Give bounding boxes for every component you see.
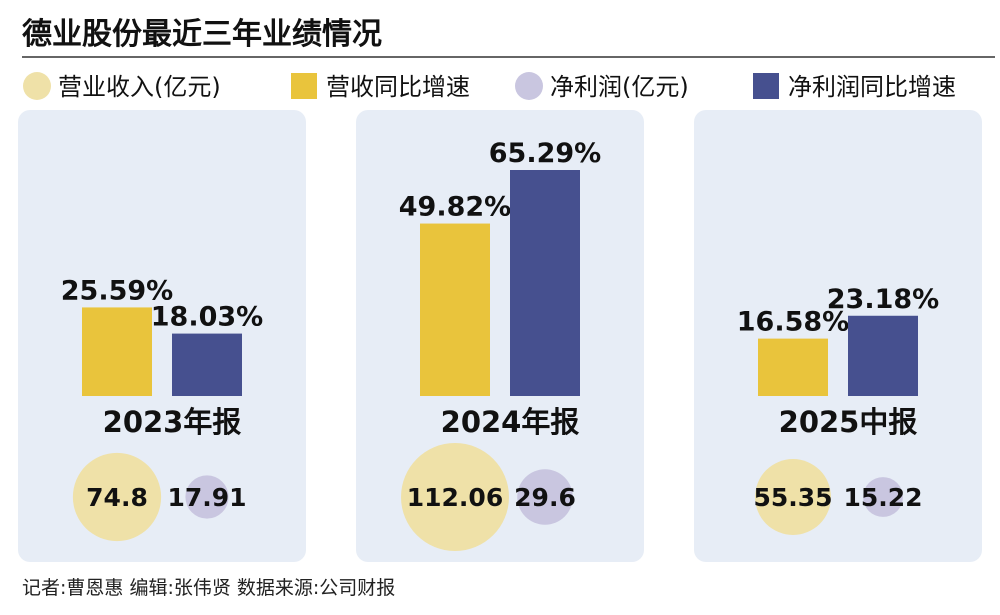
category-label-1: 2024年报	[441, 405, 580, 439]
bubble-label-revenue-2: 55.35	[753, 483, 832, 512]
legend-marker-2	[515, 72, 543, 100]
bar-profit-growth-1	[510, 170, 580, 396]
legend-label-1: 营收同比增速	[326, 73, 470, 101]
bubble-profit-1	[517, 469, 573, 525]
bar-label-revenue-growth-1: 49.82%	[399, 192, 511, 223]
legend-marker-0	[23, 72, 51, 100]
chart-panels: 25.59%18.03% 2023年报 74.8 17.91 49.82% 65.29% 2…	[18, 110, 982, 562]
bar-label-profit-growth-0: 18.03%	[151, 302, 263, 333]
category-label-2: 2025中报	[779, 405, 918, 439]
legend-marker-3	[753, 73, 779, 99]
footer-credits: 记者:曹恩惠 编辑:张伟贤 数据来源:公司财报	[22, 577, 395, 599]
bubble-revenue-2	[755, 459, 831, 535]
legend-marker-1	[291, 73, 317, 99]
chart-title: 德业股份最近三年业绩情况	[22, 17, 382, 52]
bar-label-revenue-growth-2: 16.58%	[737, 307, 849, 338]
bubble-profit-2	[863, 477, 903, 517]
bubble-label-profit-0: 17.91	[167, 483, 246, 512]
legend-label-3: 净利润同比增速	[788, 73, 956, 101]
bar-profit-growth-0	[172, 333, 242, 396]
legend-label-0: 营业收入(亿元)	[58, 73, 221, 101]
bar-label-profit-growth-1: 65.29%	[489, 138, 601, 169]
legend-label-2: 净利润(亿元)	[550, 73, 689, 101]
legend: 营业收入(亿元) 营收同比增速 净利润(亿元) 净利润同比增速	[23, 72, 956, 101]
bubble-label-revenue-1: 112.06	[407, 483, 503, 512]
bar-profit-growth-2	[848, 315, 918, 396]
bubble-label-profit-1: 29.6	[514, 483, 576, 512]
panel-2	[694, 110, 982, 562]
bar-revenue-growth-0	[82, 307, 152, 396]
bubble-label-revenue-0: 74.8	[86, 483, 148, 512]
bar-label-profit-growth-2: 23.18%	[827, 284, 939, 315]
bar-revenue-growth-2	[758, 338, 828, 396]
panel-0	[18, 110, 306, 562]
bubble-revenue-1	[401, 443, 509, 551]
bubble-label-profit-2: 15.22	[843, 483, 922, 512]
bubble-revenue-0	[72, 452, 162, 542]
bar-label-revenue-growth-0: 25.59%	[61, 275, 173, 306]
bubble-profit-0	[185, 475, 229, 519]
category-label-0: 2023年报	[103, 405, 242, 439]
bar-revenue-growth-1	[420, 223, 490, 396]
